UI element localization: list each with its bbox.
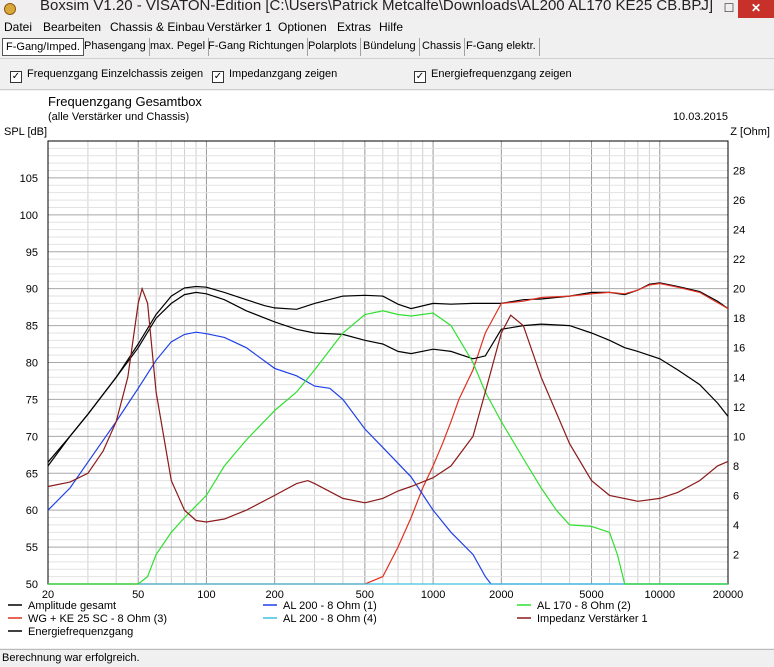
legend-label: AL 170 - 8 Ohm (2) bbox=[537, 600, 631, 612]
tab-phasengang[interactable]: Phasengang bbox=[81, 38, 150, 56]
close-icon[interactable]: ✕ bbox=[738, 0, 774, 18]
y2-tick-label: 2 bbox=[733, 549, 739, 561]
checkbox-icon[interactable]: ✓ bbox=[414, 71, 426, 83]
menu-verstaerker[interactable]: Verstärker 1 bbox=[207, 20, 272, 34]
y2-tick-label: 20 bbox=[733, 284, 745, 296]
x-tick-label: 10000 bbox=[644, 589, 675, 601]
minimize-icon[interactable]: – bbox=[699, 1, 707, 15]
y2-tick-label: 6 bbox=[733, 490, 739, 502]
legend-label: Amplitude gesamt bbox=[28, 600, 116, 612]
chart-area: Frequenzgang Gesamtbox (alle Verstärker u… bbox=[0, 91, 774, 648]
y2-tick-label: 28 bbox=[733, 166, 745, 178]
y-tick-label: 105 bbox=[20, 173, 38, 185]
y2-tick-label: 26 bbox=[733, 195, 745, 207]
y-tick-label: 80 bbox=[26, 358, 38, 370]
y2-tick-label: 18 bbox=[733, 313, 745, 325]
legend-label: AL 200 - 8 Ohm (1) bbox=[283, 600, 377, 612]
y-axis-label: SPL [dB] bbox=[4, 126, 47, 138]
legend-label: WG + KE 25 SC - 8 Ohm (3) bbox=[28, 613, 167, 625]
frequency-response-chart: Frequenzgang Gesamtbox (alle Verstärker u… bbox=[4, 94, 770, 638]
legend-label: Energiefrequenzgang bbox=[28, 626, 133, 638]
tab-fgang-imped[interactable]: F-Gang/Imped. bbox=[2, 38, 84, 56]
series-line bbox=[47, 286, 729, 523]
x-tick-label: 50 bbox=[132, 589, 144, 601]
legend-label: AL 200 - 8 Ohm (4) bbox=[283, 613, 377, 625]
series-line bbox=[47, 331, 728, 585]
checkbox-energiefrequenzgang[interactable]: ✓ Energiefrequenzgang zeigen bbox=[414, 68, 572, 83]
y-tick-label: 50 bbox=[26, 579, 38, 591]
checkbox-einzelchassis-label: Frequenzgang Einzelchassis zeigen bbox=[27, 68, 204, 80]
window-title: Boxsim V1.20 - VISATON-Edition [C:\Users… bbox=[40, 0, 714, 14]
series-line bbox=[47, 291, 729, 463]
status-text: Berechnung war erfolgreich. bbox=[2, 652, 140, 664]
tab-buendelung[interactable]: Bündelung bbox=[360, 38, 420, 56]
x-tick-label: 100 bbox=[197, 589, 215, 601]
y-tick-label: 85 bbox=[26, 321, 38, 333]
x-tick-label: 2000 bbox=[489, 589, 513, 601]
y2-tick-label: 16 bbox=[733, 343, 745, 355]
y-tick-label: 90 bbox=[26, 284, 38, 296]
y2-axis-label: Z [Ohm] bbox=[730, 126, 770, 138]
y-tick-label: 65 bbox=[26, 468, 38, 480]
x-tick-label: 1000 bbox=[421, 589, 445, 601]
menu-extras[interactable]: Extras bbox=[337, 20, 372, 34]
x-tick-label: 20 bbox=[42, 589, 54, 601]
x-tick-label: 200 bbox=[265, 589, 283, 601]
tab-fgang-richtungen[interactable]: F-Gang Richtungen bbox=[205, 38, 308, 56]
legend-label: Impedanz Verstärker 1 bbox=[537, 613, 648, 625]
y2-tick-label: 22 bbox=[733, 254, 745, 266]
menu-hilfe[interactable]: Hilfe bbox=[379, 20, 404, 34]
status-bar: Berechnung war erfolgreich. bbox=[0, 649, 774, 667]
chart-subtitle: (alle Verstärker und Chassis) bbox=[48, 111, 189, 123]
x-tick-label: 500 bbox=[356, 589, 374, 601]
y-tick-label: 100 bbox=[20, 210, 38, 222]
tab-fgang-elektr[interactable]: F-Gang elektr. bbox=[463, 38, 540, 56]
y2-tick-label: 14 bbox=[733, 372, 745, 384]
y-tick-label: 75 bbox=[26, 394, 38, 406]
checkbox-impedanzgang[interactable]: ✓ Impedanzgang zeigen bbox=[212, 68, 338, 83]
tab-bar: F-Gang/Imped. Phasengang max. Pegel F-Ga… bbox=[0, 37, 774, 57]
tab-max-pegel[interactable]: max. Pegel bbox=[147, 38, 210, 56]
menu-chassis-einbau[interactable]: Chassis & Einbau bbox=[110, 20, 205, 34]
checkbox-einzelchassis[interactable]: ✓ Frequenzgang Einzelchassis zeigen bbox=[10, 68, 204, 83]
chart-title: Frequenzgang Gesamtbox bbox=[48, 94, 202, 109]
maximize-icon[interactable]: ☐ bbox=[723, 1, 735, 15]
y2-tick-label: 10 bbox=[733, 431, 745, 443]
y-tick-label: 60 bbox=[26, 505, 38, 517]
x-tick-label: 5000 bbox=[579, 589, 603, 601]
y2-tick-label: 8 bbox=[733, 461, 739, 473]
checkbox-energiefrequenzgang-label: Energiefrequenzgang zeigen bbox=[431, 68, 572, 80]
y2-tick-label: 12 bbox=[733, 402, 745, 414]
app-icon bbox=[4, 3, 16, 15]
series-line bbox=[47, 282, 729, 467]
checkbox-icon[interactable]: ✓ bbox=[10, 71, 22, 83]
menu-bearbeiten[interactable]: Bearbeiten bbox=[43, 20, 102, 34]
chart-date: 10.03.2015 bbox=[673, 111, 728, 123]
checkbox-impedanzgang-label: Impedanzgang zeigen bbox=[229, 68, 338, 80]
y2-tick-label: 4 bbox=[733, 520, 739, 532]
x-tick-label: 20000 bbox=[713, 589, 744, 601]
menu-bar: Datei Bearbeiten Chassis & Einbau Verstä… bbox=[0, 18, 774, 37]
checkbox-icon[interactable]: ✓ bbox=[212, 71, 224, 83]
tab-chassis[interactable]: Chassis bbox=[419, 38, 466, 56]
y2-tick-label: 24 bbox=[733, 225, 745, 237]
menu-optionen[interactable]: Optionen bbox=[278, 20, 327, 34]
y-tick-label: 95 bbox=[26, 247, 38, 259]
series-line bbox=[48, 310, 728, 585]
title-bar: Boxsim V1.20 - VISATON-Edition [C:\Users… bbox=[0, 0, 774, 18]
menu-datei[interactable]: Datei bbox=[4, 20, 33, 34]
y-tick-label: 70 bbox=[26, 431, 38, 443]
series-line bbox=[48, 282, 729, 585]
tab-polarplots[interactable]: Polarplots bbox=[305, 38, 361, 56]
y-tick-label: 55 bbox=[26, 542, 38, 554]
options-bar: ✓ Frequenzgang Einzelchassis zeigen ✓ Impe… bbox=[0, 58, 774, 90]
